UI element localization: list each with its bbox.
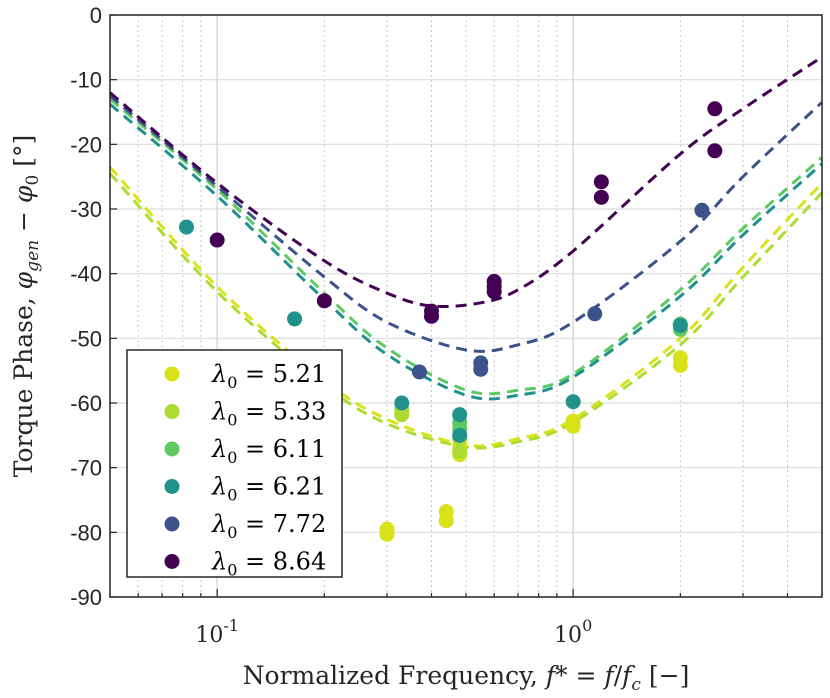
data-point-series-5	[411, 364, 427, 380]
data-point-series-6	[593, 174, 609, 190]
y-tick-label: -90	[70, 585, 102, 610]
legend-marker	[164, 516, 180, 532]
fit-curve-series-2	[108, 172, 824, 450]
data-point-series-6	[424, 308, 440, 324]
legend-marker	[164, 554, 180, 569]
fit-curve-series-3	[109, 97, 823, 396]
data-point-series-1	[565, 418, 581, 434]
data-point-series-5	[694, 202, 710, 218]
legend-label: λ0 = 6.11	[211, 435, 326, 467]
legend: λ0 = 5.21 λ0 = 5.33 λ0 = 6.11 λ0 = 6.21 λ0 =…	[126, 349, 343, 580]
y-tick-label: 0	[90, 3, 102, 28]
legend-label: λ0 = 5.21	[211, 360, 326, 392]
x-tick-label: 100	[554, 616, 592, 648]
data-point-series-4	[565, 394, 581, 410]
y-tick-label: -20	[70, 132, 102, 157]
legend-label: λ0 = 5.33	[211, 398, 326, 430]
data-point-series-6	[593, 189, 609, 205]
y-axis-ticks: 0 -10 -20 -30 -40 -50 -60 -70 -80 -90	[70, 3, 117, 610]
y-tick-label: -40	[70, 262, 102, 287]
x-tick-label: 10-1	[195, 616, 239, 648]
y-tick-label: -30	[70, 197, 102, 222]
x-axis-ticks: 10-1 100	[109, 589, 823, 648]
legend-marker	[164, 441, 180, 457]
data-point-series-1	[379, 526, 395, 542]
legend-marker	[164, 479, 180, 494]
fit-curve-series-1	[108, 165, 824, 448]
fit-curve-series-5	[109, 94, 824, 353]
data-point-series-4	[287, 311, 303, 327]
data-point-series-6	[707, 143, 723, 159]
data-point-series-6	[707, 101, 723, 117]
data-point-series-4	[452, 407, 468, 423]
y-tick-label: -70	[70, 456, 102, 481]
data-point-series-1	[438, 513, 454, 529]
data-point-series-5	[473, 361, 489, 377]
data-point-series-4	[178, 219, 194, 235]
y-axis-label: Torque Phase, φgen − φ0 [°]	[9, 135, 43, 478]
data-point-series-4	[672, 317, 688, 333]
data-point-series-6	[486, 284, 502, 300]
y-tick-label: -10	[70, 68, 102, 93]
y-tick-label: -60	[70, 391, 102, 416]
data-point-series-6	[316, 293, 332, 309]
data-point-series-4	[394, 395, 410, 411]
data-point-series-6	[209, 232, 225, 248]
fit-curves	[108, 55, 824, 450]
legend-box	[126, 349, 343, 578]
legend-marker	[164, 366, 180, 382]
data-points	[178, 101, 723, 542]
fit-curve-series-6	[109, 55, 823, 309]
legend-label: λ0 = 8.64	[211, 548, 326, 580]
data-point-series-1	[672, 357, 688, 373]
data-point-series-2	[394, 407, 410, 423]
data-point-series-2	[452, 444, 468, 459]
data-point-series-5	[587, 306, 603, 322]
legend-label: λ0 = 6.21	[211, 473, 326, 505]
legend-label: λ0 = 7.72	[211, 510, 326, 542]
legend-marker	[164, 404, 180, 419]
x-axis-label: Normalized Frequency, f* = f/fc [−]	[243, 661, 690, 695]
y-tick-label: -50	[70, 326, 102, 351]
fit-curve-series-4	[109, 103, 824, 401]
y-tick-label: -80	[70, 520, 102, 545]
data-point-series-4	[452, 427, 468, 443]
